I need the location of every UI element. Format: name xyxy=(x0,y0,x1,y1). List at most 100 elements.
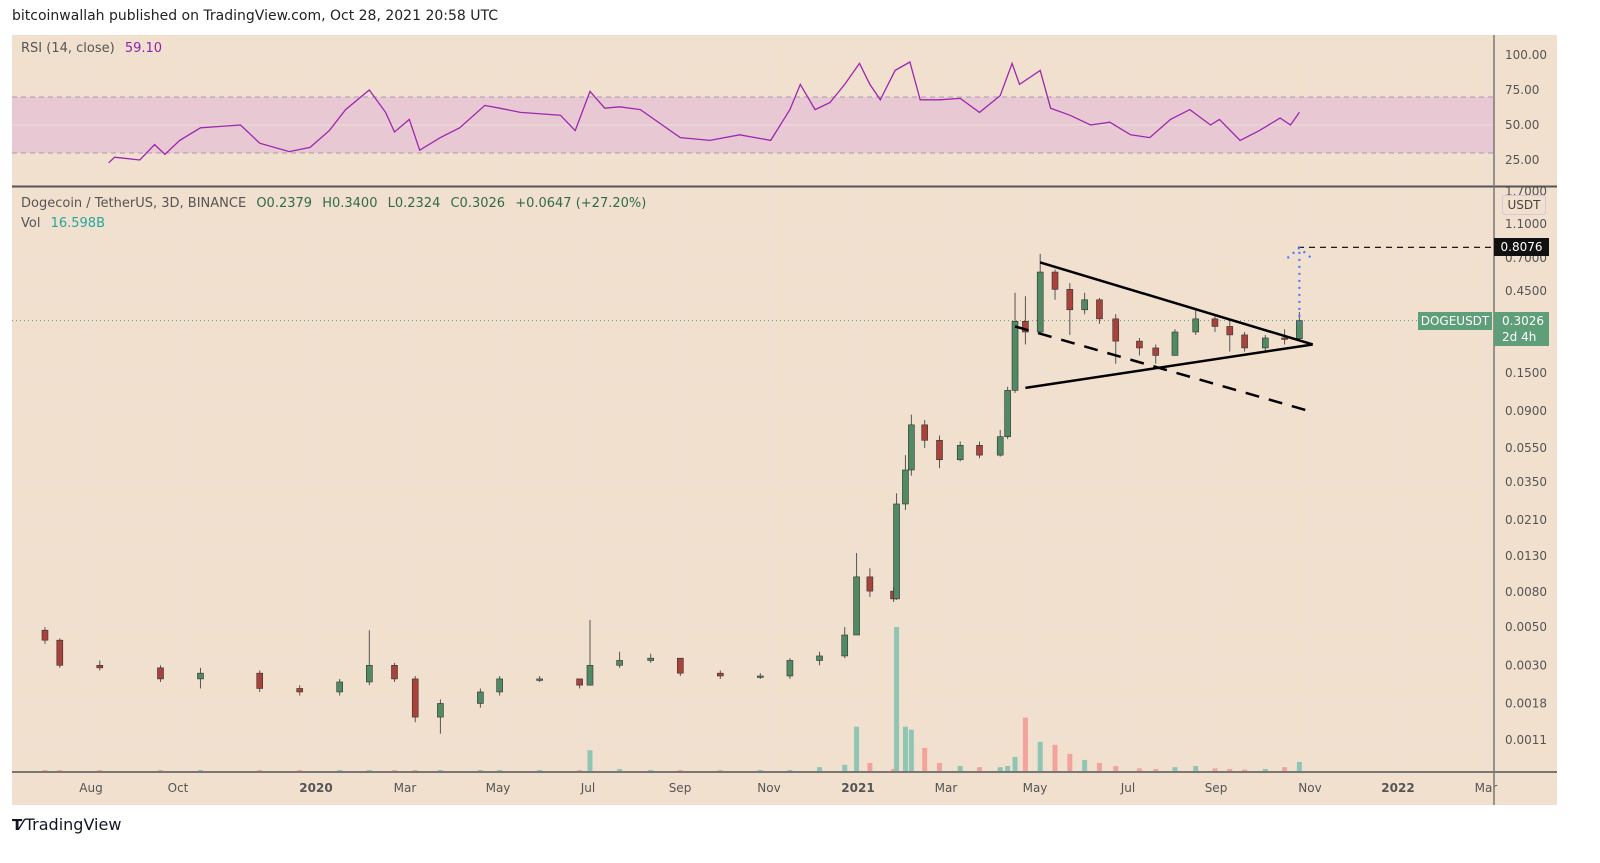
x-tick-label: Nov xyxy=(757,781,780,795)
candle-body xyxy=(336,681,343,693)
volume-bar xyxy=(1082,759,1088,772)
brand-name: TradingView xyxy=(24,815,122,834)
volume-legend: Vol 16.598B xyxy=(21,216,111,231)
change-value: +0.0647 (+27.20%) xyxy=(515,196,647,211)
candle-body xyxy=(1152,347,1160,356)
volume-bar xyxy=(1037,741,1043,772)
x-tick-label: Oct xyxy=(168,781,189,795)
volume-bar xyxy=(1227,768,1233,772)
price-series xyxy=(12,246,1494,772)
candle-body xyxy=(976,445,983,456)
dashed-support-line xyxy=(1014,325,1311,413)
candle-body xyxy=(437,703,444,718)
candle-body xyxy=(391,664,398,680)
volume-bar xyxy=(1052,744,1058,772)
triangle-upper-trendline xyxy=(1039,261,1314,346)
candle-body xyxy=(157,667,164,680)
x-tick-label: 2021 xyxy=(841,781,874,795)
symbol-title[interactable]: Dogecoin / TetherUS, 3D, BINANCE xyxy=(21,196,247,211)
volume-bar xyxy=(867,762,873,772)
x-tick-label: Mar xyxy=(1475,781,1498,795)
candle-body xyxy=(576,678,583,686)
candle-body xyxy=(1096,299,1103,320)
candle-body xyxy=(1004,390,1011,437)
candle-body xyxy=(56,639,64,666)
y-tick-label: 0.0210 xyxy=(1505,513,1547,527)
volume-bar xyxy=(854,726,860,772)
candle-body xyxy=(908,424,915,471)
volume-bar xyxy=(1193,765,1199,772)
currency-label[interactable]: USDT xyxy=(1502,195,1546,215)
candle-body xyxy=(1051,271,1059,290)
y-tick-label: 0.0900 xyxy=(1505,404,1547,418)
x-tick-label: May xyxy=(486,781,511,795)
candle-body xyxy=(296,688,304,693)
candle-body xyxy=(1241,334,1248,349)
candle-body xyxy=(477,691,484,704)
tradingview-logo-icon: T⁄ xyxy=(12,815,23,834)
volume-bar xyxy=(937,762,943,772)
target-arrow-head xyxy=(1286,246,1313,259)
candle-body xyxy=(921,424,928,441)
target-price-label: 0.8076 xyxy=(1494,238,1549,256)
volume-bar xyxy=(922,747,928,772)
candle-body xyxy=(1066,289,1074,311)
candle-body xyxy=(1136,340,1143,349)
triangle-lower-trendline xyxy=(1025,343,1313,390)
y-tick-label: 0.0018 xyxy=(1505,696,1547,710)
volume-bar xyxy=(1153,768,1159,772)
candle-body xyxy=(1296,320,1303,339)
y-tick-label: 0.0130 xyxy=(1505,549,1547,563)
x-tick-label: May xyxy=(1023,781,1048,795)
x-tick-label: 2020 xyxy=(299,781,332,795)
candle-body xyxy=(786,660,794,677)
candle-body xyxy=(1226,326,1234,336)
open-value: O0.2379 xyxy=(256,196,313,211)
candle-body xyxy=(96,664,104,669)
volume-bar xyxy=(1242,769,1248,772)
candle-body xyxy=(197,672,204,680)
volume-value: 16.598B xyxy=(50,216,105,231)
volume-bar xyxy=(1067,753,1073,772)
candle-body xyxy=(816,655,823,661)
volume-bar xyxy=(1172,767,1178,772)
volume-bar xyxy=(1296,761,1302,772)
rsi-value: 59.10 xyxy=(124,41,163,56)
candle-body xyxy=(1081,299,1088,311)
volume-bar xyxy=(891,768,897,772)
volume-bar xyxy=(1022,717,1028,772)
volume-bar xyxy=(1282,767,1288,772)
rsi-line xyxy=(108,61,1300,164)
volume-bar xyxy=(617,768,623,772)
rsi-legend: RSI (14, close) 59.10 xyxy=(21,41,168,56)
candle-body xyxy=(366,664,373,683)
candle-body xyxy=(677,657,684,674)
time-axis: Aug Oct 2020 Mar May Jul Sep Nov 2021 Mar May Jul Se… xyxy=(79,781,1497,795)
volume-bar xyxy=(908,729,914,772)
candle-body xyxy=(756,675,764,678)
y-tick-label: 0.0550 xyxy=(1505,441,1547,455)
tradingview-brand[interactable]: T⁄ TradingView xyxy=(12,815,121,834)
candle-body xyxy=(1262,337,1269,349)
candle-body xyxy=(996,436,1004,456)
rsi-tick-label: 75.00 xyxy=(1505,83,1539,97)
volume-bar xyxy=(1012,756,1018,772)
candle-body xyxy=(902,469,909,505)
symbol-legend: Dogecoin / TetherUS, 3D, BINANCE O0.2379… xyxy=(21,196,652,211)
candle-body xyxy=(496,678,503,693)
x-tick-label: Mar xyxy=(935,781,958,795)
last-price-tag: 0.3026 2d 4h xyxy=(1494,312,1549,346)
candle-body xyxy=(1022,320,1029,333)
y-tick-label: 0.0080 xyxy=(1505,585,1547,599)
published-caption: bitcoinwallah published on TradingView.c… xyxy=(12,8,498,24)
candle-body xyxy=(41,629,49,641)
volume-bar xyxy=(976,767,982,772)
candle-body xyxy=(717,672,724,677)
candle-body xyxy=(1211,318,1219,327)
rsi-tick-label: 100.00 xyxy=(1505,48,1547,62)
bar-countdown: 2d 4h xyxy=(1502,330,1537,344)
volume-bar xyxy=(997,767,1003,772)
y-tick-label: 0.0050 xyxy=(1505,620,1547,634)
candle-body xyxy=(866,576,874,592)
